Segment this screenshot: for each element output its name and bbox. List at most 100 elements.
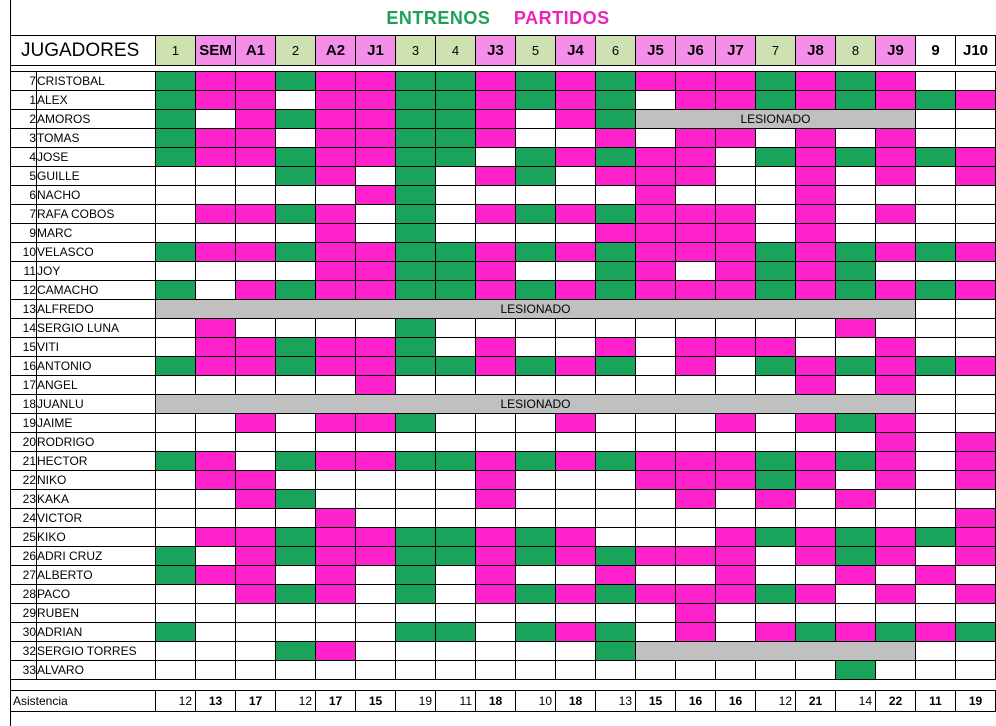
attendance-cell[interactable]: [515, 280, 556, 300]
attendance-cell[interactable]: [355, 128, 396, 148]
attendance-cell[interactable]: [195, 147, 236, 167]
player-number[interactable]: 16: [10, 356, 37, 376]
attendance-cell[interactable]: [435, 375, 476, 395]
attendance-cell[interactable]: [475, 356, 516, 376]
attendance-cell[interactable]: [235, 223, 276, 243]
attendance-cell[interactable]: [315, 261, 356, 281]
attendance-cell[interactable]: [155, 356, 196, 376]
attendance-cell[interactable]: [155, 660, 196, 680]
attendance-cell[interactable]: [355, 584, 396, 604]
attendance-cell[interactable]: [195, 166, 236, 186]
attendance-cell[interactable]: [795, 166, 836, 186]
attendance-cell[interactable]: [755, 280, 796, 300]
attendance-cell[interactable]: [675, 337, 716, 357]
attendance-cell[interactable]: [195, 280, 236, 300]
player-number[interactable]: 22: [10, 470, 37, 490]
attendance-cell[interactable]: [355, 242, 396, 262]
attendance-cell[interactable]: [235, 565, 276, 585]
attendance-cell[interactable]: [355, 546, 396, 566]
attendance-cell[interactable]: [355, 508, 396, 528]
attendance-cell[interactable]: [195, 128, 236, 148]
attendance-cell[interactable]: [395, 641, 436, 661]
attendance-cell[interactable]: [835, 546, 876, 566]
attendance-cell[interactable]: [275, 432, 316, 452]
attendance-cell[interactable]: [835, 489, 876, 509]
player-name[interactable]: ALVARO: [36, 660, 156, 680]
attendance-cell[interactable]: [235, 641, 276, 661]
attendance-cell[interactable]: [715, 546, 756, 566]
attendance-cell[interactable]: [795, 432, 836, 452]
attendance-cell[interactable]: [355, 109, 396, 129]
attendance-cell[interactable]: [155, 71, 196, 91]
attendance-cell[interactable]: [915, 622, 956, 642]
attendance-cell[interactable]: [515, 451, 556, 471]
attendance-cell[interactable]: [195, 546, 236, 566]
attendance-cell[interactable]: [955, 242, 996, 262]
attendance-cell[interactable]: [955, 660, 996, 680]
player-name[interactable]: RAFA COBOS: [36, 204, 156, 224]
attendance-cell[interactable]: [355, 451, 396, 471]
attendance-cell[interactable]: [835, 147, 876, 167]
attendance-cell[interactable]: [795, 147, 836, 167]
attendance-cell[interactable]: [715, 356, 756, 376]
attendance-cell[interactable]: [395, 128, 436, 148]
attendance-cell[interactable]: [155, 432, 196, 452]
attendance-cell[interactable]: [875, 375, 916, 395]
attendance-cell[interactable]: [155, 565, 196, 585]
attendance-cell[interactable]: [555, 584, 596, 604]
attendance-cell[interactable]: [315, 603, 356, 623]
attendance-cell[interactable]: [715, 223, 756, 243]
attendance-cell[interactable]: [475, 413, 516, 433]
attendance-cell[interactable]: [315, 90, 356, 110]
attendance-cell[interactable]: [715, 660, 756, 680]
attendance-cell[interactable]: [395, 147, 436, 167]
attendance-cell[interactable]: [155, 489, 196, 509]
attendance-cell[interactable]: [675, 603, 716, 623]
attendance-cell[interactable]: [915, 223, 956, 243]
attendance-cell[interactable]: [715, 603, 756, 623]
attendance-cell[interactable]: [275, 413, 316, 433]
header-cell[interactable]: A2: [315, 35, 356, 66]
attendance-cell[interactable]: [755, 546, 796, 566]
attendance-cell[interactable]: [315, 109, 356, 129]
attendance-cell[interactable]: [435, 546, 476, 566]
attendance-cell[interactable]: [675, 451, 716, 471]
attendance-cell[interactable]: [235, 546, 276, 566]
attendance-cell[interactable]: [595, 128, 636, 148]
attendance-cell[interactable]: [875, 242, 916, 262]
player-number[interactable]: 13: [10, 299, 37, 319]
attendance-cell[interactable]: [635, 261, 676, 281]
attendance-cell[interactable]: [435, 109, 476, 129]
attendance-cell[interactable]: [555, 432, 596, 452]
attendance-cell[interactable]: [755, 375, 796, 395]
attendance-cell[interactable]: [355, 641, 396, 661]
attendance-cell[interactable]: [155, 508, 196, 528]
attendance-cell[interactable]: [155, 413, 196, 433]
attendance-cell[interactable]: [355, 280, 396, 300]
attendance-cell[interactable]: [715, 584, 756, 604]
attendance-cell[interactable]: [875, 527, 916, 547]
attendance-cell[interactable]: [915, 546, 956, 566]
attendance-cell[interactable]: [835, 508, 876, 528]
attendance-cell[interactable]: [315, 527, 356, 547]
attendance-cell[interactable]: [235, 337, 276, 357]
attendance-cell[interactable]: [195, 489, 236, 509]
attendance-cell[interactable]: [875, 489, 916, 509]
attendance-cell[interactable]: [635, 280, 676, 300]
attendance-cell[interactable]: [795, 185, 836, 205]
attendance-cell[interactable]: [875, 337, 916, 357]
attendance-cell[interactable]: [875, 223, 916, 243]
attendance-cell[interactable]: [635, 337, 676, 357]
attendance-cell[interactable]: [955, 90, 996, 110]
attendance-cell[interactable]: [515, 242, 556, 262]
attendance-cell[interactable]: [315, 641, 356, 661]
attendance-cell[interactable]: [435, 280, 476, 300]
player-name[interactable]: ADRI CRUZ: [36, 546, 156, 566]
total-value[interactable]: 15: [355, 690, 396, 712]
player-number[interactable]: 32: [10, 641, 37, 661]
attendance-cell[interactable]: [435, 337, 476, 357]
attendance-cell[interactable]: [315, 432, 356, 452]
attendance-cell[interactable]: [715, 508, 756, 528]
attendance-cell[interactable]: [435, 603, 476, 623]
attendance-cell[interactable]: [515, 489, 556, 509]
